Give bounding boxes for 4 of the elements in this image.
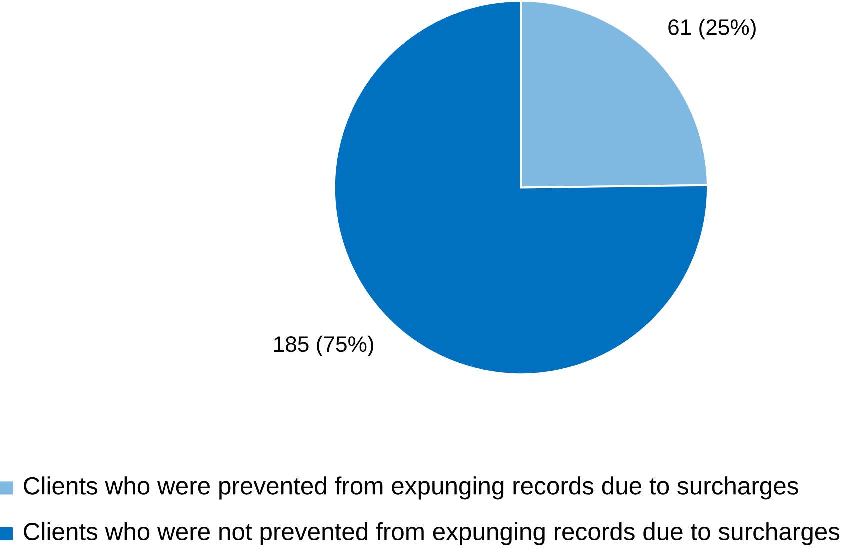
legend-label: Clients who were prevented from expunging records due to surcharges	[24, 476, 798, 500]
data-label: 185 (75%)	[274, 336, 374, 357]
legend-label: Clients who were not prevented from expunging records due to surcharges	[24, 522, 840, 546]
data-label: 61 (25%)	[668, 19, 756, 40]
